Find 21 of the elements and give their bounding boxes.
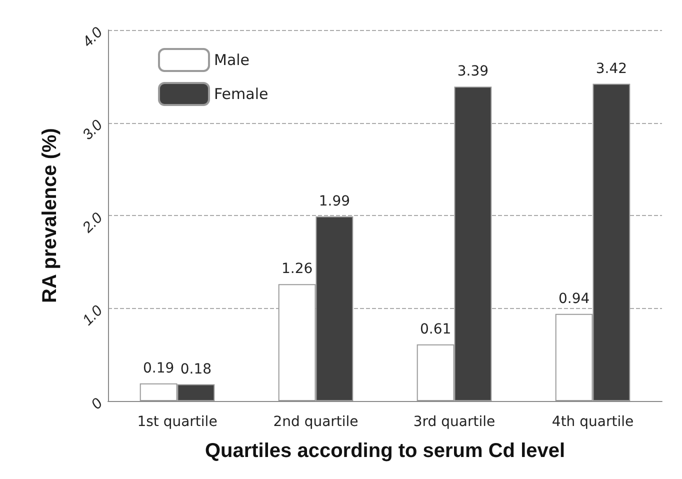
data-label: 3.39 (457, 64, 489, 80)
data-label: 3.42 (596, 60, 628, 77)
y-tick-label: 4.0 (79, 24, 106, 51)
x-tick-label: 3rd quartile (413, 414, 496, 430)
y-tick-label: 1.0 (79, 302, 106, 329)
data-label: 0.94 (558, 290, 590, 307)
data-label: 1.26 (281, 261, 313, 278)
legend-label: Female (214, 85, 268, 103)
x-tick-label: 1st quartile (137, 414, 218, 430)
y-axis-title: RA prevalence (%) (39, 128, 61, 303)
data-label: 0.19 (142, 360, 174, 376)
data-label: 0.61 (420, 321, 452, 338)
data-label: 0.18 (180, 361, 212, 378)
x-axis-title: Quartiles according to serum Cd level (204, 440, 566, 462)
data-label: 1.99 (318, 193, 350, 210)
legend-label: Male (214, 51, 250, 69)
x-tick-label: 4th quartile (552, 414, 634, 430)
y-tick-label: 0 (88, 394, 106, 413)
x-tick-label: 2nd quartile (273, 414, 358, 430)
y-tick-label: 3.0 (79, 116, 106, 144)
y-tick-label: 2.0 (78, 209, 106, 237)
